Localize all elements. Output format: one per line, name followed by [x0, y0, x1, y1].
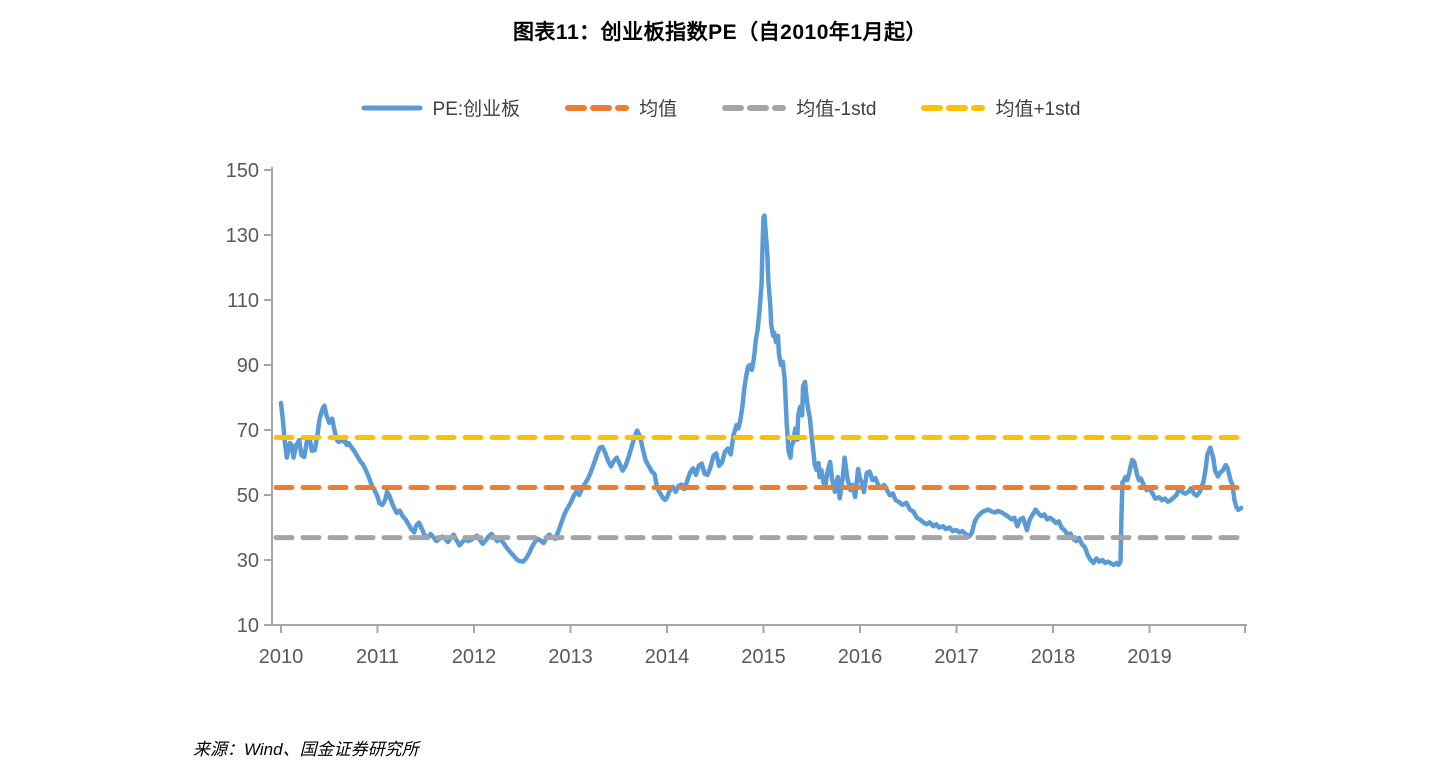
y-tick-label-50: 50 [237, 485, 259, 507]
y-tick-label-70: 70 [237, 420, 259, 442]
mean-minus-1std-swatch-icon [722, 104, 787, 111]
x-tick-label-2010: 2010 [259, 646, 304, 668]
y-tick-label-150: 150 [226, 160, 259, 182]
legend-item-mean: 均值 [564, 94, 677, 121]
x-tick-label-2018: 2018 [1031, 646, 1076, 668]
x-tick-label-2017: 2017 [934, 646, 979, 668]
y-tick-label-110: 110 [227, 290, 259, 312]
chart-title: 图表11：创业板指数PE（自2010年1月起） [512, 21, 928, 44]
x-tick-label-2014: 2014 [645, 646, 690, 668]
x-tick-label-2016: 2016 [838, 646, 883, 668]
y-tick-label-30: 30 [237, 550, 259, 572]
legend-label-pe: PE:创业板 [432, 99, 521, 120]
x-tick-label-2019: 2019 [1127, 646, 1172, 668]
y-tick-label-90: 90 [237, 355, 259, 377]
x-tick-label-2011: 2011 [356, 646, 399, 668]
source-note: 来源：Wind、国金证券研究所 [193, 740, 419, 759]
y-tick-label-130: 130 [226, 225, 259, 247]
y-tick-label-10: 10 [237, 615, 259, 637]
x-tick-label-2015: 2015 [741, 646, 786, 668]
legend-item-mean-minus-1std: 均值-1std [721, 94, 876, 121]
mean-line-swatch-icon [565, 104, 630, 111]
pe-series-line [278, 213, 1244, 568]
x-tick-label-2013: 2013 [548, 646, 593, 668]
legend: PE:创业板 均值 均值-1std 均值+1std [0, 94, 1440, 121]
legend-label-mean-plus-1std: 均值+1std [995, 99, 1081, 120]
legend-item-mean-plus-1std: 均值+1std [920, 94, 1080, 121]
legend-label-mean: 均值 [639, 99, 678, 120]
legend-label-mean-minus-1std: 均值-1std [796, 99, 877, 120]
mean-plus-1std-swatch-icon [921, 104, 986, 111]
pe-line-swatch-icon [361, 105, 423, 110]
x-tick-label-2012: 2012 [452, 646, 497, 668]
legend-item-pe: PE:创业板 [360, 94, 521, 121]
